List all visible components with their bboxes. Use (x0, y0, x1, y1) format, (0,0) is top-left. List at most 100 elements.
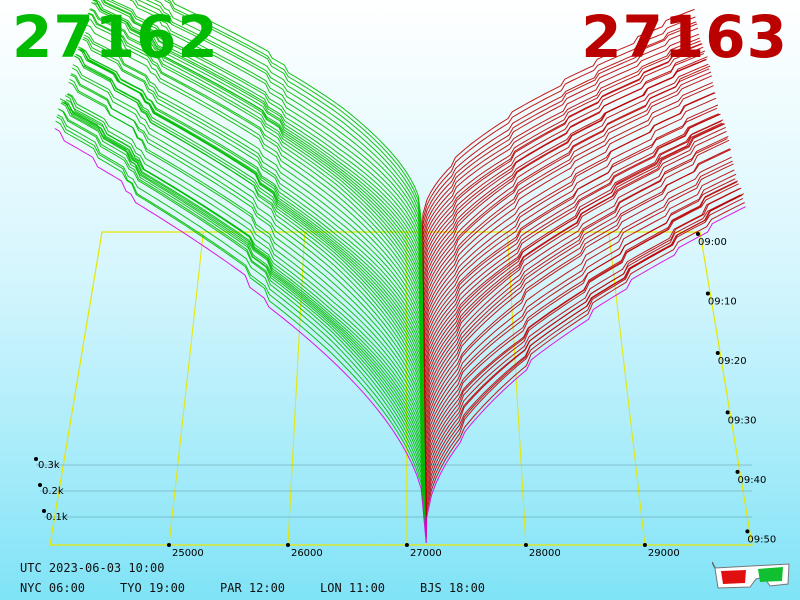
ask-depth-slice (425, 178, 736, 480)
ask-depth-slice (423, 75, 713, 337)
ask-depth-slice (422, 52, 705, 289)
ask-depth-slice (423, 113, 719, 379)
bid-depth-slice (78, 48, 425, 395)
ask-depth-slice (425, 187, 742, 517)
price-tick-mark (285, 543, 290, 547)
ask-depth-slice (424, 123, 726, 416)
bid-depth-slice (106, 0, 424, 278)
bid-depth-slice (64, 101, 426, 485)
bid-depth-slice (80, 47, 425, 384)
bid-depth-slice (61, 101, 427, 501)
ask-depth-slice (425, 173, 737, 485)
ask-depth-slice (423, 81, 713, 342)
bid-depth-slice (66, 93, 426, 469)
volume-tick-mark (42, 509, 46, 513)
bid-depth-slice (153, 0, 424, 246)
price-tick-label: 25000 (172, 548, 204, 559)
ask-depth-slice (425, 180, 739, 496)
bid-depth-slice (57, 114, 427, 528)
bid-depth-slice (134, 0, 424, 262)
ask-depth-slice (424, 136, 729, 437)
ask-depth-slice (422, 40, 701, 268)
ask-depth-slice (424, 122, 725, 411)
bid-depth-slice (75, 53, 426, 416)
ask-depth-slice (422, 8, 695, 231)
bid-depth-slice (166, 0, 424, 236)
city-time-tyo: TYO 19:00 (120, 581, 186, 595)
bid-depth-slice (71, 67, 426, 437)
bid-depth-slice (59, 98, 427, 512)
bid-depth-slice (84, 34, 425, 363)
ask-depth-slice (422, 43, 703, 278)
bid-depth-slice (83, 36, 425, 368)
floor-outline (49, 231, 753, 546)
time-tick-mark (725, 410, 730, 415)
volume-tick-mark (38, 483, 42, 487)
time-tick-mark (705, 291, 710, 296)
ask-depth-slice (423, 104, 719, 374)
time-tick-mark (735, 469, 740, 474)
bid-depth-slice (55, 120, 427, 538)
ask-depth-slice (422, 16, 696, 236)
ask-depth-slice (424, 139, 730, 443)
ask-depth-slice (422, 43, 702, 273)
ask-depth-slice (424, 119, 724, 406)
3d-glasses-icon[interactable] (712, 560, 792, 590)
ask-depth-slice (425, 197, 744, 528)
price-tick-mark (404, 543, 409, 547)
bid-depth-slice (100, 0, 424, 294)
bid-price: 27162 (12, 3, 219, 71)
ask-depth-slice (422, 37, 700, 262)
bid-depth-slice (138, 0, 424, 257)
bid-depth-slice (73, 55, 426, 427)
time-tick-mark (696, 232, 700, 236)
bid-depth-slice (81, 48, 425, 379)
bid-depth-slice (70, 74, 426, 448)
price-tick-mark (166, 543, 171, 547)
ask-depth-slice (423, 113, 721, 390)
bid-depth-slice (82, 38, 425, 374)
ask-depth-slice (425, 188, 740, 506)
time-tick-label: 09:10 (708, 296, 737, 307)
ask-depth-slice (423, 63, 709, 315)
ask-depth-slice (424, 120, 722, 395)
ask-depth-slice (423, 107, 718, 368)
time-tick-label: 09:50 (747, 534, 776, 545)
ask-depth-slice (425, 202, 745, 538)
bid-depth-slice (92, 0, 424, 310)
bid-depth-slice (87, 12, 425, 342)
ask-depth-slice (422, 50, 706, 294)
price-axis: 25000 26000 27000 28000 29000 (166, 543, 680, 559)
price-tick-label: 27000 (410, 548, 442, 559)
ask-depth-slice (423, 97, 717, 363)
ask-depth-slice (422, 46, 704, 284)
grid-line-price (506, 231, 527, 546)
bid-depth-slice (86, 17, 425, 347)
ask-depth-slice (422, 23, 698, 246)
ask-depth-slice (425, 194, 743, 522)
price-tick-label: 28000 (529, 548, 561, 559)
price-tick-mark (642, 543, 647, 547)
bid-depth-slice (63, 99, 427, 490)
ask-price: 27163 (581, 3, 788, 71)
bid-depth-slice (171, 0, 423, 231)
ask-depth-slice (422, 56, 708, 310)
volume-tick-label: 0.1k (46, 512, 68, 523)
time-tick-mark (745, 529, 750, 534)
time-tick-label: 09:40 (738, 475, 767, 486)
city-time-par: PAR 12:00 (220, 581, 286, 595)
bid-depth-slice (90, 8, 425, 326)
bid-depth-slice (88, 12, 425, 337)
bid-depth-slice (60, 102, 427, 506)
bid-depth-slice (76, 54, 426, 411)
floor-grid (49, 231, 753, 546)
grid-line-price (287, 231, 306, 546)
volume-axis: 0.1k 0.2k 0.3k (34, 457, 752, 523)
ask-depth-slice (423, 85, 714, 347)
time-axis: 09:00 09:10 09:20 09:30 09:40 09:50 (696, 232, 776, 545)
city-time-bjs: BJS 18:00 (420, 581, 486, 595)
ask-depth-slice (425, 183, 739, 501)
bid-depth-slice (103, 0, 424, 284)
